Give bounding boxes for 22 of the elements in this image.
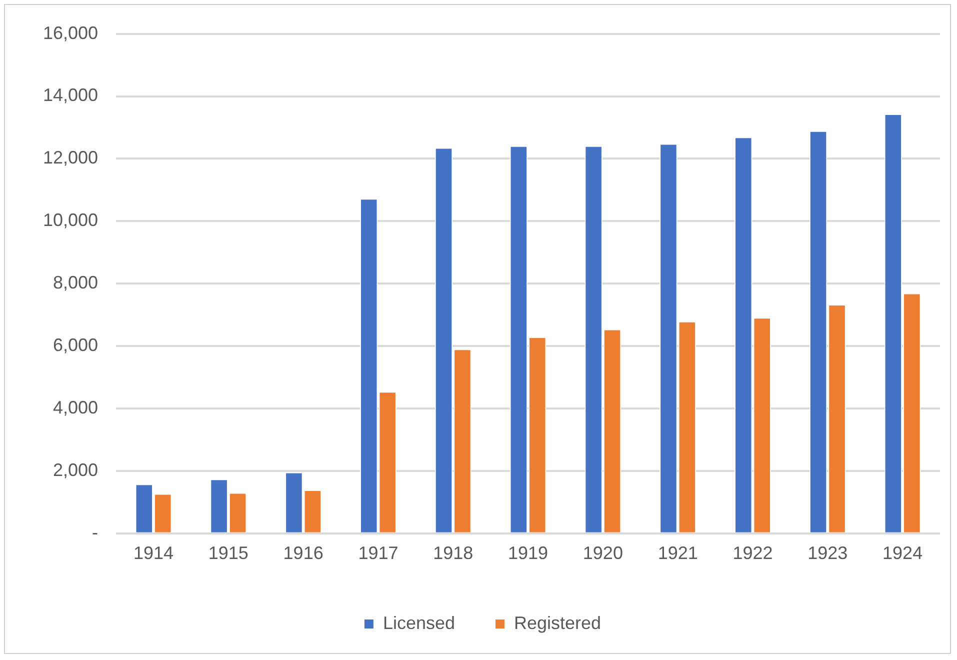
x-tick-label: 1924 (882, 543, 923, 564)
y-tick-label: 2,000 (53, 460, 98, 480)
y-tick-label: 8,000 (53, 272, 98, 293)
x-tick-label: 1923 (808, 543, 848, 564)
y-tick-label: 16,000 (42, 22, 98, 43)
x-tick-label: 1918 (433, 543, 474, 564)
y-tick-label: 6,000 (53, 335, 98, 356)
y-tick-label: - (92, 522, 98, 542)
x-tick-label: 1916 (283, 543, 324, 564)
x-tick-label: 1920 (582, 543, 623, 564)
x-tick-label: 1917 (358, 543, 398, 564)
x-tick-label: 1922 (732, 543, 773, 564)
legend-label: Licensed (382, 612, 456, 633)
y-tick-label: 10,000 (42, 210, 98, 230)
y-tick-label: 12,000 (42, 148, 98, 168)
x-tick-label: 1919 (508, 543, 548, 564)
x-tick-label: 1915 (208, 543, 248, 564)
x-tick-label: 1914 (133, 543, 174, 564)
legend-label: Registered (514, 612, 602, 633)
x-tick-label: 1921 (658, 543, 698, 564)
y-tick-label: 14,000 (42, 85, 98, 106)
y-tick-label: 4,000 (53, 397, 98, 418)
